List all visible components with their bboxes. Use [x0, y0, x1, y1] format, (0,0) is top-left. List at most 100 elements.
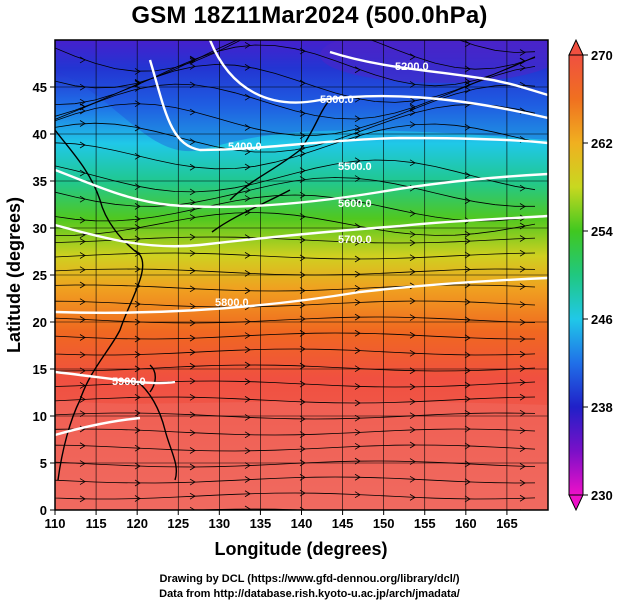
streamline-arrow	[134, 100, 141, 108]
streamline-arrow	[79, 410, 86, 418]
streamline-arrow	[519, 379, 526, 386]
streamline-arrow	[244, 332, 251, 339]
streamline-arrow	[134, 351, 141, 358]
colorbar-ticks: 230 238 246 254 262 270	[583, 48, 613, 503]
streamline-arrow	[409, 383, 416, 391]
streamline-arrow	[244, 93, 251, 101]
streamline-arrow	[134, 444, 141, 452]
streamline-arrow	[79, 478, 86, 485]
x-tick-label: 140	[291, 516, 313, 531]
streamline	[55, 364, 536, 372]
streamline-arrow	[134, 426, 141, 434]
streamline-arrow	[189, 233, 196, 241]
streamline-arrow	[189, 411, 196, 419]
x-tick-label: 165	[496, 516, 518, 531]
streamline-arrow	[244, 490, 251, 498]
streamline-arrow	[464, 478, 471, 486]
streamline-arrow	[189, 393, 196, 401]
streamline-arrow	[464, 442, 471, 450]
streamline-arrow	[80, 512, 85, 518]
credit-drawing: Drawing by DCL (https://www.gfd-dennou.o…	[159, 573, 460, 585]
streamline-arrow	[519, 427, 526, 434]
japan-coast	[229, 99, 331, 201]
streamline-arrow	[409, 159, 416, 167]
streamline-arrow	[355, 4, 360, 10]
streamline-arrow	[189, 285, 196, 293]
streamline-arrow	[79, 141, 86, 149]
streamline-arrow	[354, 285, 361, 292]
map-figure: 5900.0 5800.0 5700.0 5600.0 5500.0 5400.…	[4, 4, 613, 559]
streamline-arrow	[79, 298, 86, 306]
streamline-arrow	[354, 347, 361, 354]
contour-line-5400	[148, 59, 548, 152]
streamline-arrow	[354, 442, 361, 450]
streamline-arrow	[464, 351, 471, 359]
streamline-arrow	[519, 318, 526, 326]
y-tick-label: 10	[33, 409, 47, 424]
streamline-arrow	[79, 120, 86, 127]
streamline-arrow	[134, 462, 141, 470]
streamline	[55, 348, 536, 356]
streamline-arrow	[189, 188, 196, 196]
streamline-arrow	[244, 148, 251, 156]
streamline-arrow	[409, 441, 416, 449]
colorbar-tick-label: 246	[591, 312, 613, 327]
taiwan-coast	[149, 364, 156, 393]
streamline-arrow	[409, 254, 416, 262]
streamline-arrow	[79, 495, 86, 503]
streamline-arrow	[519, 235, 526, 242]
streamline-arrow	[519, 335, 526, 343]
streamline-arrow	[189, 108, 196, 116]
streamline-arrow	[354, 365, 361, 373]
streamline-arrow	[134, 249, 141, 257]
streamline-arrow	[409, 398, 416, 406]
y-tick-label: 20	[33, 315, 47, 330]
streamline-arrow	[519, 479, 526, 487]
streamline-arrow	[300, 22, 305, 28]
streamline-arrow	[464, 86, 471, 94]
streamline-arrow	[244, 163, 251, 171]
y-tick-label: 25	[33, 268, 47, 283]
streamline-arrow	[189, 303, 196, 310]
streamline-arrow	[244, 431, 251, 439]
streamline-arrow	[189, 377, 196, 385]
streamline-arrow	[409, 239, 416, 247]
streamline-arrow	[464, 237, 471, 245]
streamline-arrow	[244, 361, 251, 369]
streamline-arrow	[189, 492, 196, 500]
contour-line-5200	[329, 50, 548, 97]
streamline-arrow	[409, 97, 416, 105]
y-tick-label: 40	[33, 127, 47, 142]
streamline-arrow	[244, 186, 251, 194]
y-axis: 0 5 10 15 20 25 30 35 40 45	[33, 80, 55, 518]
streamline-arrow	[189, 63, 196, 70]
streamline	[55, 396, 536, 404]
streamline-arrow	[354, 66, 361, 74]
streamline	[55, 444, 536, 452]
streamline-arrow	[354, 124, 361, 132]
streamline-arrow	[409, 494, 416, 501]
streamline-arrow	[189, 163, 196, 171]
streamline-arrow	[409, 210, 416, 217]
streamline-arrow	[134, 235, 141, 243]
colorbar-tick-label: 238	[591, 400, 613, 415]
streamline	[55, 177, 535, 207]
streamline-arrow	[409, 297, 416, 305]
streamline-arrow	[244, 447, 251, 455]
contour-line-5500	[55, 168, 548, 209]
streamline-arrow	[464, 230, 471, 238]
streamline-arrow	[79, 334, 86, 341]
streamline-arrow	[244, 195, 251, 202]
streamline	[55, 252, 536, 260]
streamline-arrow	[464, 334, 471, 342]
y-tick-label: 30	[33, 221, 47, 236]
streamline-arrow	[134, 203, 141, 210]
contour-label: 5300.0	[320, 94, 354, 106]
streamline-arrow	[189, 138, 196, 146]
streamline-arrow	[134, 300, 141, 308]
streamline-arrow	[354, 491, 361, 499]
streamline-arrow	[134, 68, 141, 75]
streamline-arrow	[409, 412, 416, 420]
streamline-arrow	[79, 351, 86, 359]
x-tick-label: 155	[414, 516, 436, 531]
